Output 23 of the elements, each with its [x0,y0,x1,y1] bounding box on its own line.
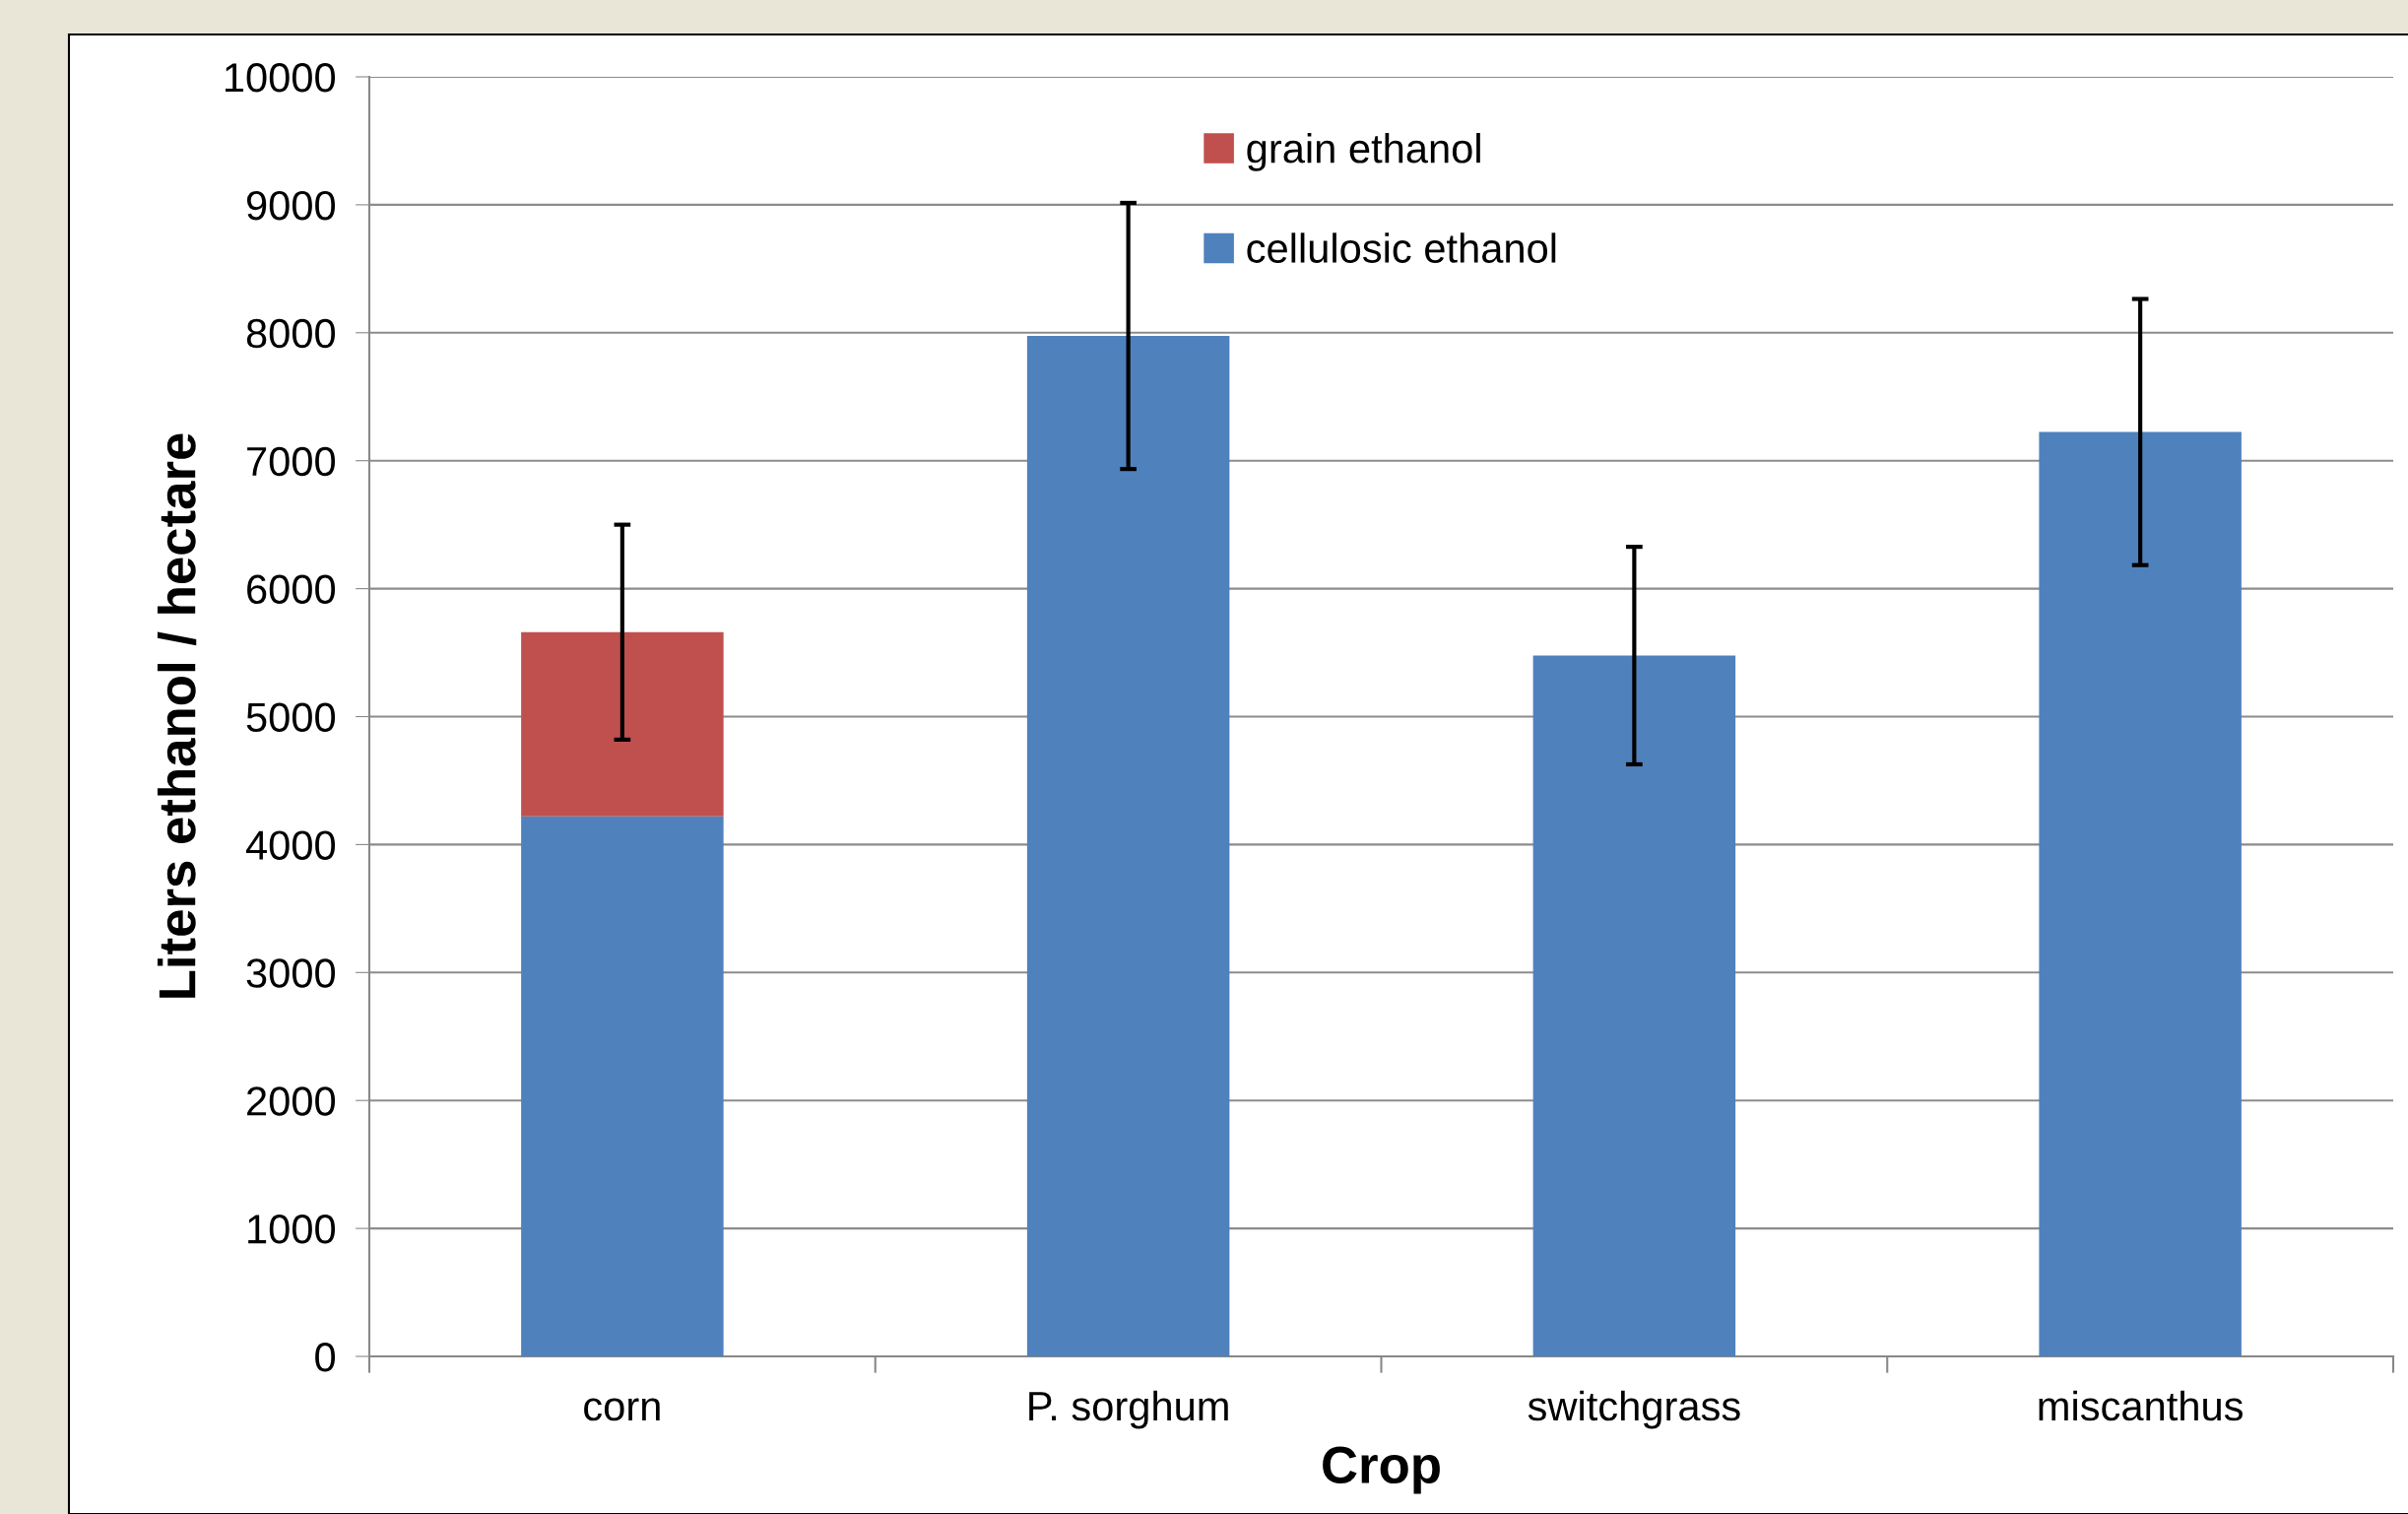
bar [1532,655,1736,1356]
x-tick-label: P. sorghum [1029,1390,1228,1429]
x-tick-label: miscanthus [2039,1390,2243,1421]
y-tick-label: 10000 [225,63,336,93]
y-tick-label: 0 [315,1343,336,1372]
x-tick-label: switchgrass [1528,1390,1740,1429]
y-tick-label: 9000 [246,190,336,221]
y-tick-label: 6000 [247,574,336,605]
bar [2039,431,2242,1356]
y-tick-label: 7000 [247,446,336,477]
x-tick-label: corn [584,1398,660,1421]
y-tick-label: 3000 [246,958,336,988]
y-tick-label: 5000 [246,702,336,733]
y-tick-label: 8000 [246,318,336,349]
bar [521,816,724,1356]
legend-label: grain ethanol [1247,132,1480,171]
legend-label: cellulosic ethanol [1247,232,1556,263]
y-tick-label: 1000 [248,1215,336,1244]
y-axis-title: Liters ethanol / hectare [157,433,197,998]
y-tick-label: 2000 [247,1086,336,1116]
y-tick-label: 4000 [245,830,336,860]
x-axis-title: Crop [1323,1446,1440,1494]
bar [1026,336,1230,1356]
